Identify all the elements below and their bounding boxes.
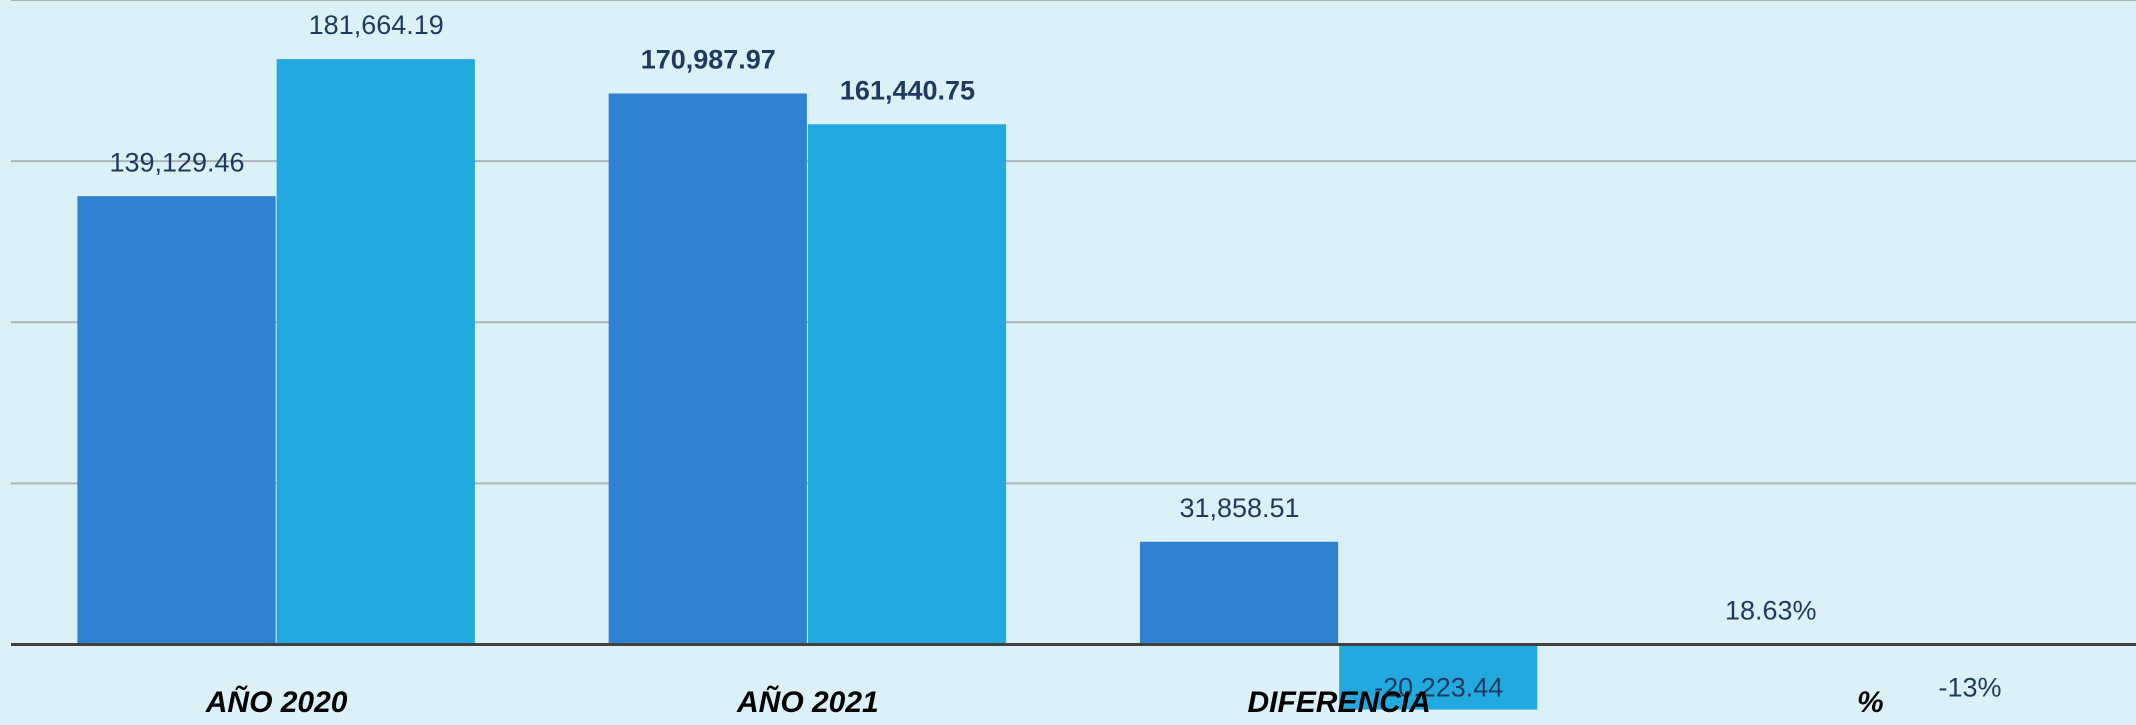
bar bbox=[608, 93, 807, 645]
x-tick-label: AÑO 2021 bbox=[736, 685, 879, 719]
bar bbox=[276, 59, 475, 645]
bar bbox=[77, 196, 276, 645]
x-tick-label: AÑO 2020 bbox=[205, 685, 348, 719]
value-label: 139,129.46 bbox=[109, 147, 244, 177]
x-tick-label: DIFERENCIA bbox=[1247, 686, 1430, 719]
value-label: 161,440.75 bbox=[840, 75, 975, 105]
value-label: 181,664.19 bbox=[309, 10, 444, 40]
bar bbox=[807, 124, 1007, 645]
value-label: 31,858.51 bbox=[1179, 493, 1299, 523]
value-label: -13% bbox=[1938, 673, 2001, 703]
value-label: 18.63% bbox=[1725, 596, 1817, 626]
bar bbox=[1339, 644, 1538, 710]
x-tick-label: % bbox=[1857, 686, 1884, 719]
bar bbox=[1139, 541, 1339, 645]
value-label: -20,223.44 bbox=[1374, 673, 1503, 703]
value-label: 170,987.97 bbox=[641, 45, 776, 75]
